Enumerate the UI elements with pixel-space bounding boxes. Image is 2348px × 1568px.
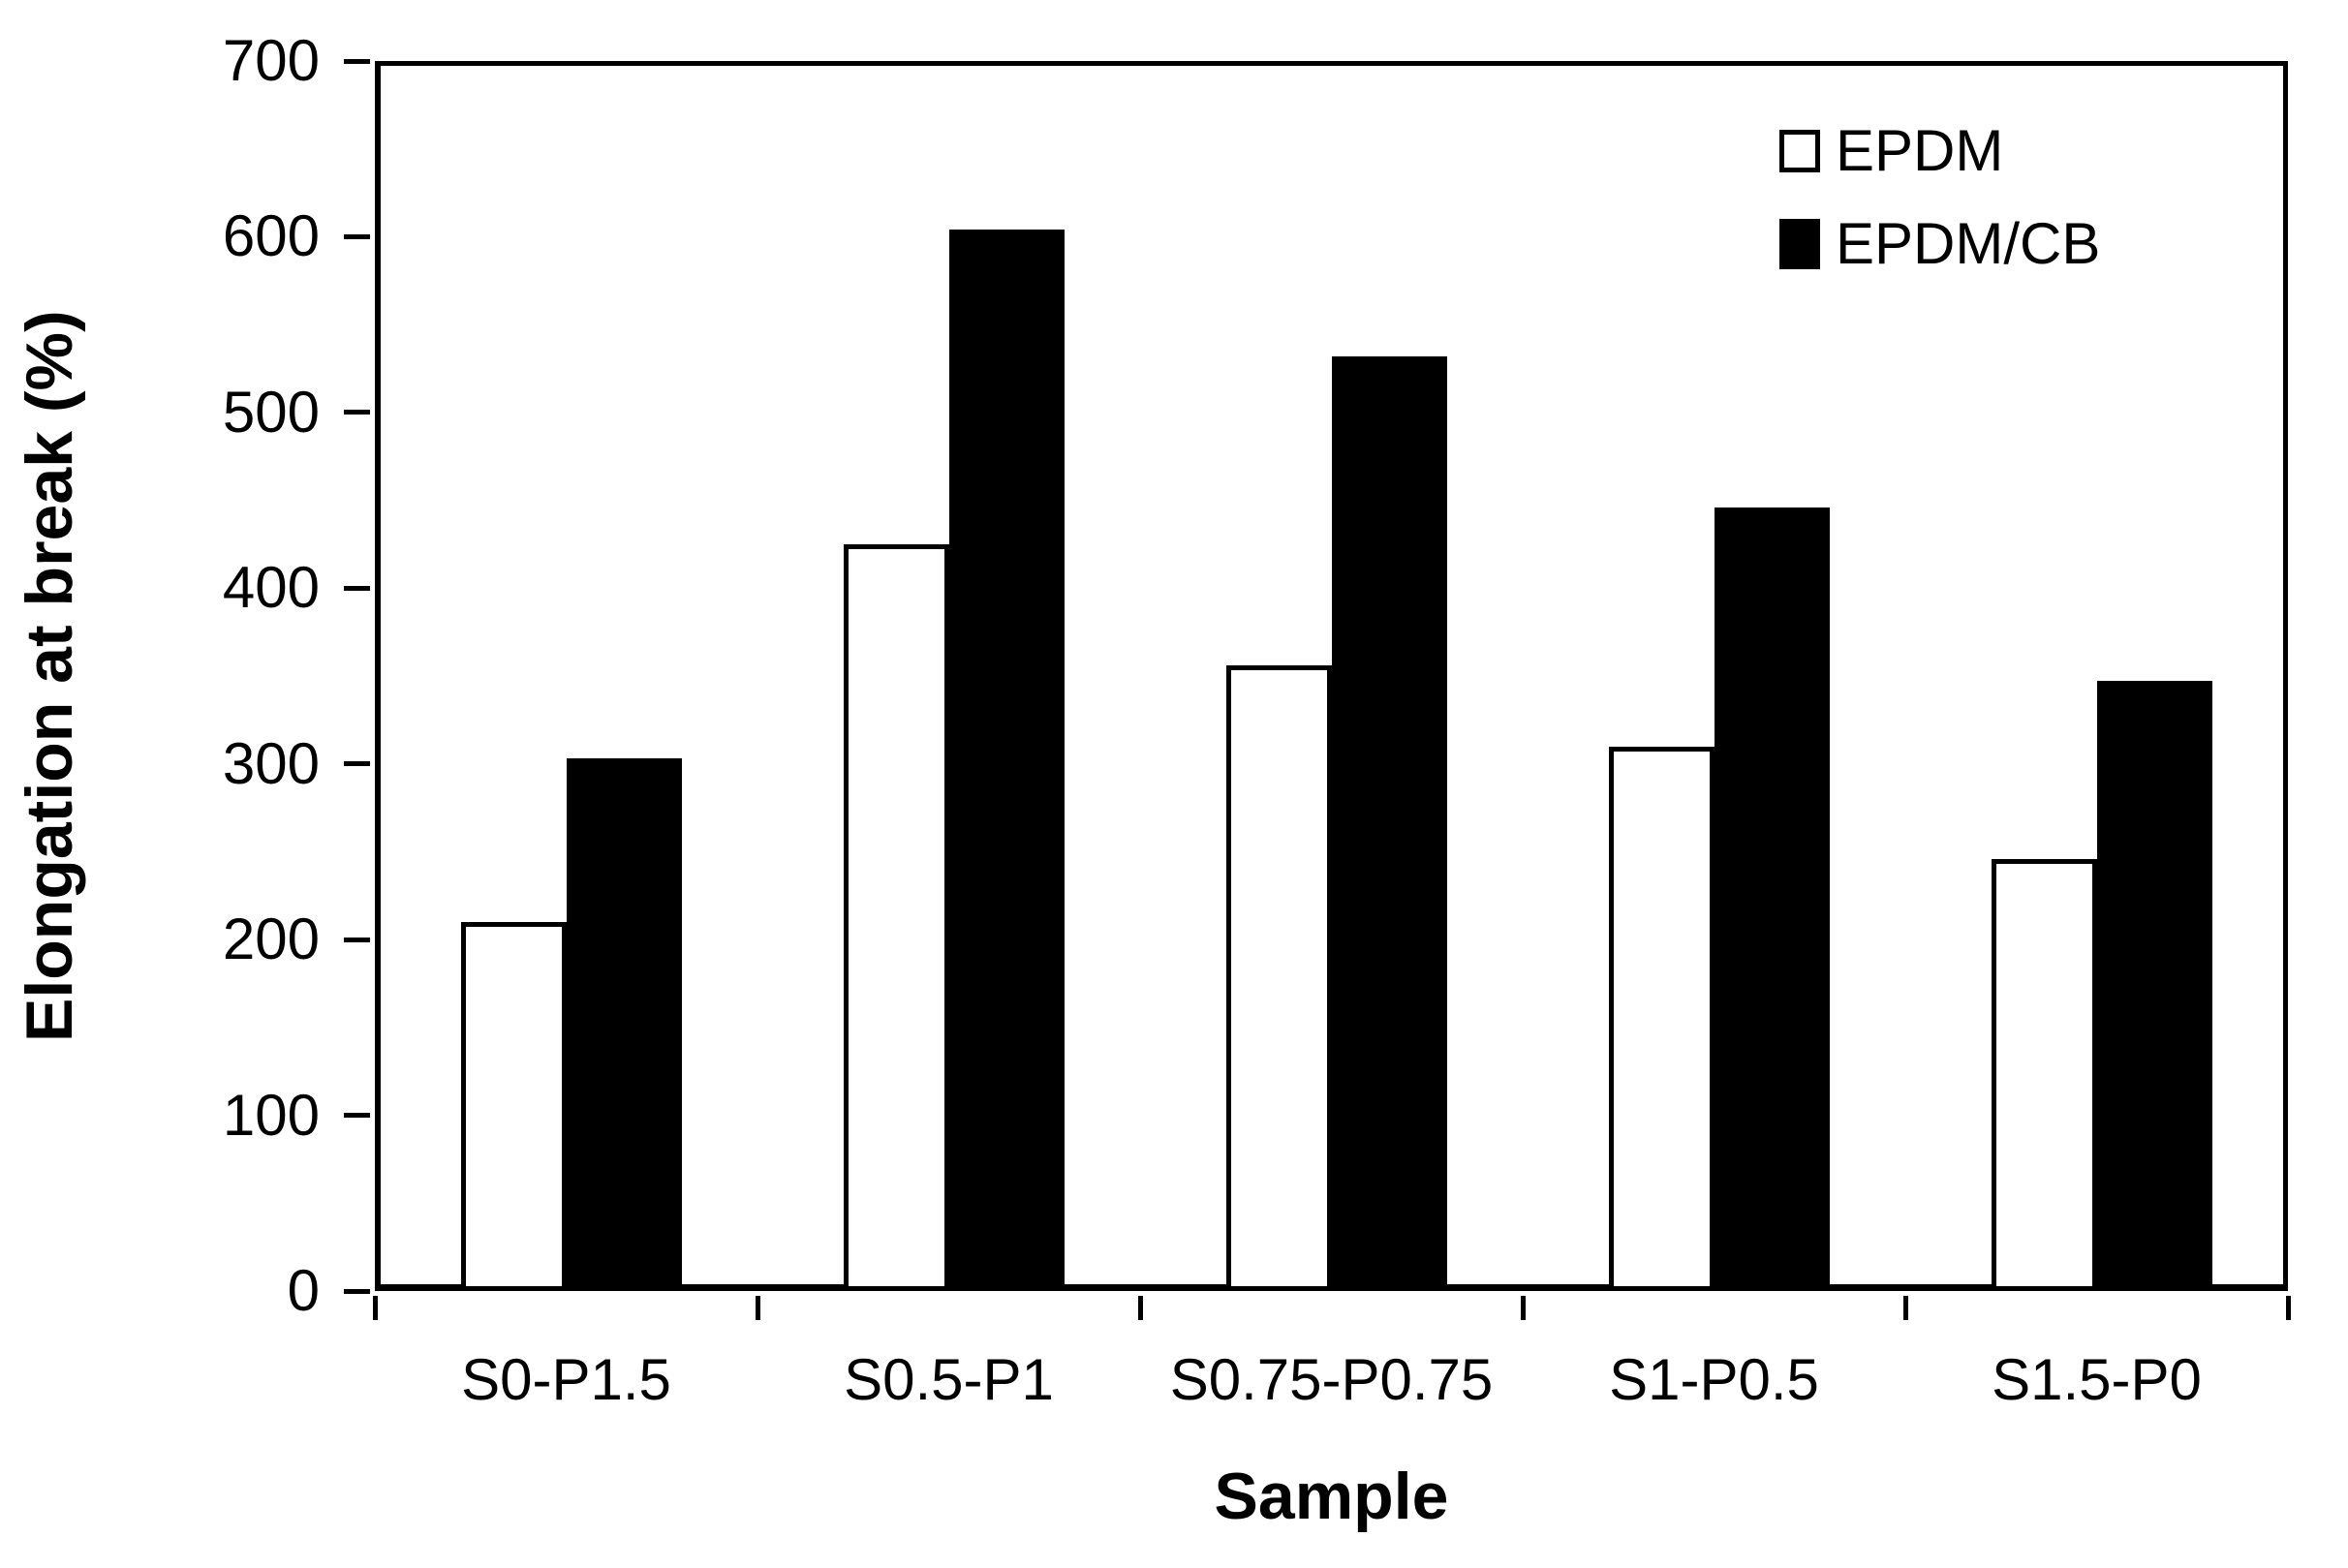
y-tick-label: 300 [222, 730, 320, 796]
legend-marker-filled-square-icon [1779, 219, 1820, 269]
bar-epdm-cb-s1.5-p0 [2096, 681, 2212, 1291]
y-tick-label: 100 [222, 1082, 320, 1148]
plot-area [344, 58, 2291, 1320]
y-axis-tick [344, 1288, 370, 1294]
legend-label: EPDM/CB [1836, 211, 2101, 276]
bar-epdm-s1.5-p0 [1991, 858, 2097, 1291]
x-tick-label: S1.5-P0 [1992, 1347, 2202, 1412]
legend-item-epdm-cb: EPDM/CB [1779, 215, 2100, 273]
y-axis-tick [344, 233, 370, 239]
y-axis-tick [344, 410, 370, 415]
y-tick-label: 400 [222, 555, 320, 621]
y-tick-label: 700 [222, 28, 320, 93]
bar-epdm-cb-s0.75-p0.75 [1331, 355, 1447, 1291]
y-axis-tick [344, 761, 370, 767]
legend-marker-open-square-icon [1779, 130, 1820, 172]
y-tick-label: 500 [222, 379, 320, 445]
x-tick-label: S0.5-P1 [844, 1347, 1054, 1412]
x-axis-tick [1520, 1296, 1526, 1320]
x-tick-label: S0-P1.5 [461, 1347, 671, 1412]
bar-epdm-cb-s0.5-p1 [948, 230, 1065, 1291]
bar-epdm-cb-s1-p0.5 [1714, 507, 1830, 1291]
bar-epdm-s0.5-p1 [843, 543, 949, 1291]
legend-label: EPDM [1836, 118, 2004, 183]
x-axis-tick [372, 1296, 378, 1320]
y-tick-label: 0 [287, 1258, 320, 1323]
legend-item-epdm: EPDM [1779, 122, 2100, 180]
y-axis-tick [344, 58, 370, 64]
x-axis-title: Sample [1214, 1460, 1449, 1533]
legend: EPDM EPDM/CB [1779, 122, 2100, 308]
bar-epdm-s0-p1.5 [460, 922, 567, 1291]
bar-epdm-cb-s0-p1.5 [566, 758, 682, 1291]
x-tick-label: S1-P0.5 [1609, 1347, 1819, 1412]
y-tick-label: 200 [222, 907, 320, 972]
y-axis-tick [344, 937, 370, 942]
x-axis-tick [755, 1296, 760, 1320]
y-tick-label: 600 [222, 203, 320, 269]
x-axis-tick [1902, 1296, 1908, 1320]
y-axis-title: Elongation at break (%) [13, 310, 86, 1042]
y-axis-tick [344, 1113, 370, 1119]
bar-epdm-s0.75-p0.75 [1225, 665, 1332, 1291]
x-tick-label: S0.75-P0.75 [1169, 1347, 1494, 1412]
x-axis-tick [1137, 1296, 1143, 1320]
y-axis-tick [344, 585, 370, 591]
bar-epdm-s1-p0.5 [1608, 746, 1715, 1291]
x-axis-tick [2285, 1296, 2291, 1320]
